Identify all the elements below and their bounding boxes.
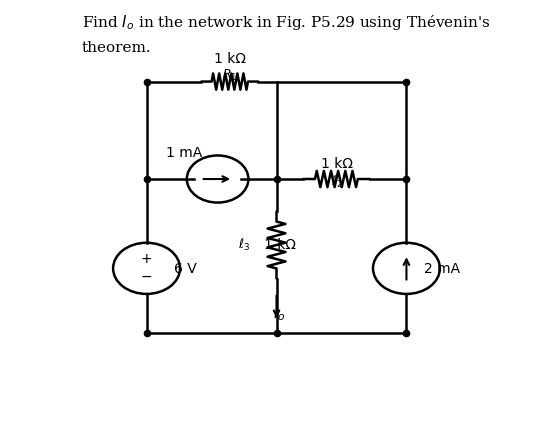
Text: 6 V: 6 V [174,262,197,276]
Text: $\ell_3$: $\ell_3$ [238,237,250,253]
Text: $\ell_2$: $\ell_2$ [331,173,342,190]
Text: $I_o$: $I_o$ [274,305,286,323]
Text: 1 mA: 1 mA [166,146,202,159]
Text: 1 kΩ: 1 kΩ [321,157,353,170]
Text: 1 kΩ: 1 kΩ [214,52,246,66]
Text: Find $I_o$ in the network in Fig. P5.29 using Thévenin's: Find $I_o$ in the network in Fig. P5.29 … [82,13,490,32]
Text: $R_1$: $R_1$ [222,68,237,83]
Text: 2 mA: 2 mA [424,262,460,276]
Text: 1 kΩ: 1 kΩ [264,238,296,252]
Text: theorem.: theorem. [82,41,151,55]
Text: −: − [141,270,153,284]
Text: +: + [141,252,153,266]
